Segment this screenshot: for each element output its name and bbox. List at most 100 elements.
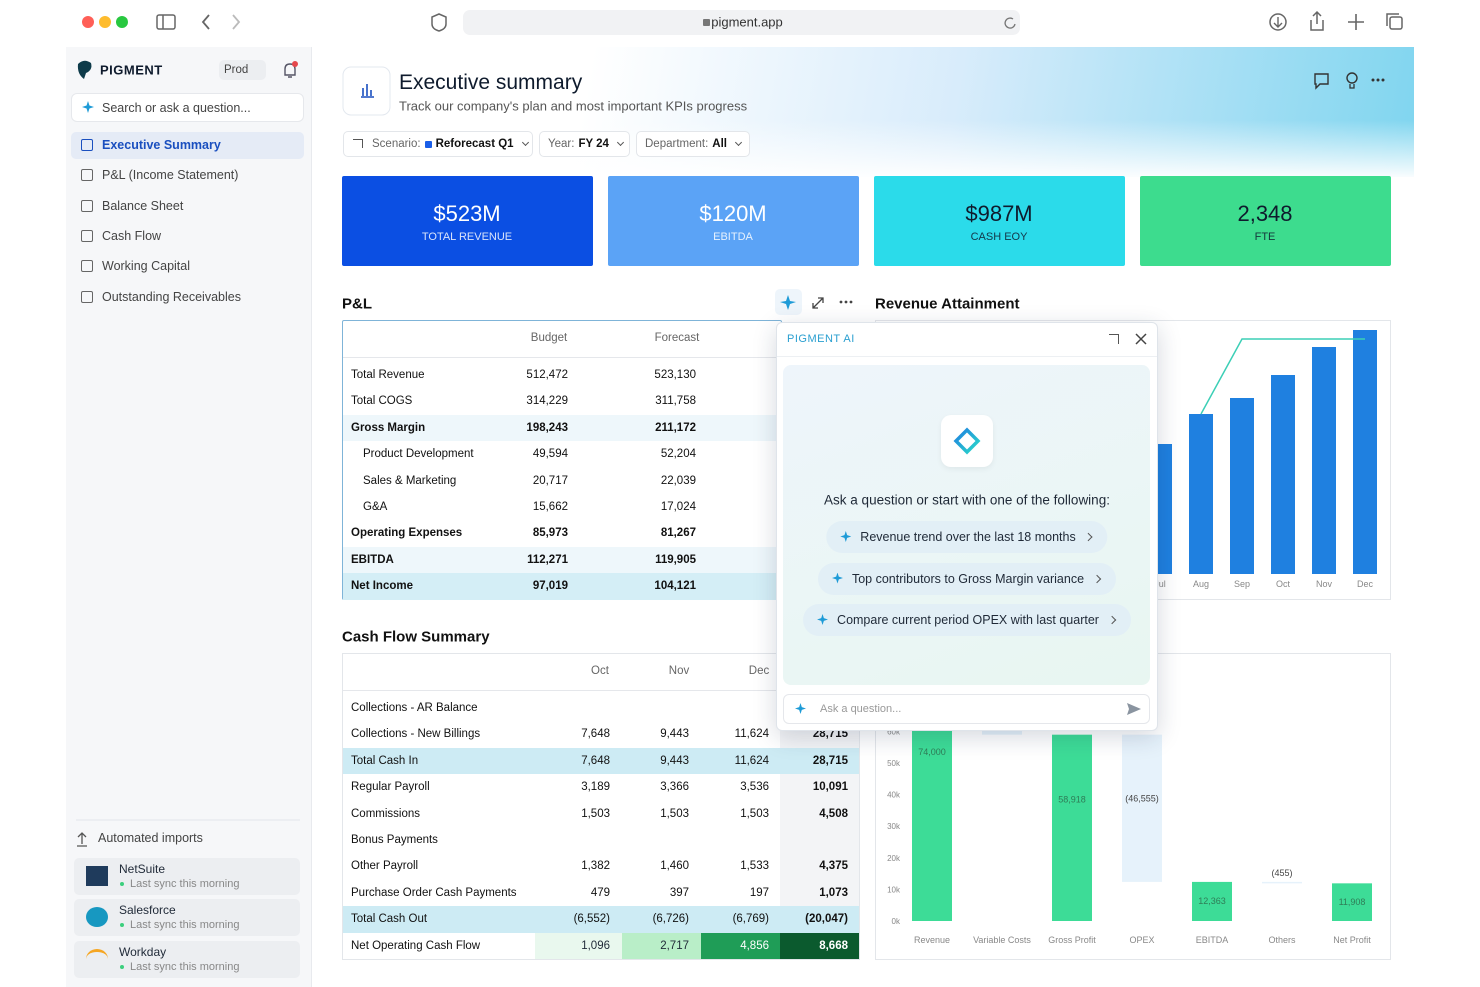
download-icon[interactable] xyxy=(1269,13,1287,31)
imports-title: Automated imports xyxy=(98,831,203,845)
header-line xyxy=(343,690,859,691)
chevron xyxy=(1084,532,1093,542)
import-card[interactable] xyxy=(74,940,300,978)
row-label: Product Development xyxy=(363,448,474,461)
import-status: Last sync this morning xyxy=(130,960,240,973)
nav-icon xyxy=(81,199,93,212)
chevron xyxy=(1107,615,1117,625)
filter-label: Department: xyxy=(645,138,709,150)
x-tick-label: Jul xyxy=(1154,579,1166,589)
x-tick-label: Nov xyxy=(1316,579,1333,589)
cell: 311,758 xyxy=(655,395,696,408)
env-pill[interactable] xyxy=(219,60,266,80)
cell: 512,472 xyxy=(526,369,568,381)
y-tick-label: 20k xyxy=(887,854,901,863)
url-text: pigment.app xyxy=(711,14,783,30)
import-logo xyxy=(86,948,108,969)
bell-icon[interactable] xyxy=(284,63,296,78)
import-status: Last sync this morning xyxy=(130,878,240,890)
y-tick-label: 10k xyxy=(887,885,901,894)
sidebar xyxy=(66,47,312,987)
suggestion[interactable]: Revenue trend over the last 18 months xyxy=(826,521,1108,553)
kpi-card xyxy=(874,176,1125,266)
sync-dot xyxy=(120,964,124,969)
row-label: Other Payroll xyxy=(351,860,419,873)
row-label: Total COGS xyxy=(351,395,413,408)
send-icon[interactable] xyxy=(1126,702,1142,716)
new-tab-icon[interactable] xyxy=(1348,14,1364,30)
value-label: (455) xyxy=(1271,868,1292,878)
forward-icon[interactable] xyxy=(232,14,241,30)
row-label: Collections - New Billings xyxy=(351,728,481,741)
suggestion[interactable]: Top contributors to Gross Margin varianc… xyxy=(817,562,1117,595)
row-label: Bonus Payments xyxy=(351,834,438,846)
share-icon[interactable] xyxy=(1310,10,1324,31)
search-box[interactable] xyxy=(71,93,304,122)
x-tick-label: Gross Profit xyxy=(1048,935,1096,945)
sidebar-icon[interactable] xyxy=(156,14,176,30)
more-icon[interactable] xyxy=(839,300,843,304)
send-glyph[interactable] xyxy=(1126,702,1142,716)
cell: 9,443 xyxy=(660,754,689,767)
close-glyph[interactable] xyxy=(1134,332,1148,346)
close-dot[interactable] xyxy=(82,16,94,28)
y-tick-label: 60k xyxy=(887,727,901,736)
suggestion-text: Revenue trend over the last 18 months xyxy=(860,530,1076,544)
expand-icon[interactable] xyxy=(1109,334,1119,344)
ai-input[interactable] xyxy=(783,694,1150,724)
comment-icon[interactable] xyxy=(1314,73,1329,90)
url-bar[interactable] xyxy=(463,10,1020,35)
row-label: Commissions xyxy=(351,807,421,820)
column-header: Forecast xyxy=(654,332,700,344)
scenario-icon xyxy=(353,139,363,148)
nav-item[interactable]: P&L (Income Statement) xyxy=(102,168,239,183)
cell: 81,267 xyxy=(660,527,696,540)
y-tick-label: 30k xyxy=(887,822,901,831)
import-card[interactable] xyxy=(74,899,300,937)
filter[interactable]: Department: All xyxy=(636,131,750,157)
cell: 1,503 xyxy=(740,807,769,820)
divider xyxy=(777,356,1157,357)
cell: 104,121 xyxy=(654,580,696,593)
kpi-value: $523M xyxy=(433,201,501,226)
bar xyxy=(1353,330,1377,574)
close-icon[interactable] xyxy=(1134,332,1148,346)
nav-item[interactable]: Balance Sheet xyxy=(102,198,184,213)
bar xyxy=(1189,414,1213,574)
zoom-dot[interactable] xyxy=(116,16,128,28)
value-label: 11,908 xyxy=(1339,897,1366,907)
nav-item[interactable]: Executive Summary xyxy=(102,138,221,152)
suggestion[interactable]: Compare current period OPEX with last qu… xyxy=(803,604,1131,636)
suggestion-text: Top contributors to Gross Margin varianc… xyxy=(851,571,1085,586)
cell: 28,715 xyxy=(812,728,848,741)
kpi-label: FTE xyxy=(1254,231,1276,243)
cell: 49,594 xyxy=(532,448,568,461)
cell: 97,019 xyxy=(532,580,568,593)
nav-item[interactable]: Cash Flow xyxy=(102,228,162,243)
kpi-card xyxy=(1140,176,1391,266)
reload-icon[interactable] xyxy=(1004,17,1016,29)
nav-item[interactable]: Outstanding Receivables xyxy=(102,289,241,304)
value-label: (46,555) xyxy=(1125,794,1159,804)
filter[interactable]: Year: FY 24 xyxy=(539,131,630,157)
more-icon[interactable] xyxy=(1371,78,1375,82)
filter[interactable]: Scenario: Reforecast Q1 xyxy=(343,131,533,157)
import-name: NetSuite xyxy=(119,862,166,876)
expand-icon[interactable] xyxy=(812,297,824,309)
section-title: Cash Flow Summary xyxy=(342,628,490,646)
cell: 85,973 xyxy=(532,527,568,540)
row-label: Collections - AR Balance xyxy=(351,702,478,714)
column-header: Nov xyxy=(668,665,690,677)
value-label: 58,918 xyxy=(1058,795,1086,805)
minimize-dot[interactable] xyxy=(99,16,111,28)
cell: 112,271 xyxy=(527,553,568,566)
idea-icon[interactable] xyxy=(1346,72,1358,84)
nav-item-active[interactable] xyxy=(71,132,304,159)
scenario-swatch xyxy=(424,140,432,148)
import-card[interactable] xyxy=(74,858,300,895)
back-icon[interactable] xyxy=(201,14,210,30)
tabs-icon[interactable] xyxy=(1389,16,1403,30)
import-logo xyxy=(86,907,108,928)
nav-item[interactable]: Working Capital xyxy=(102,259,191,274)
